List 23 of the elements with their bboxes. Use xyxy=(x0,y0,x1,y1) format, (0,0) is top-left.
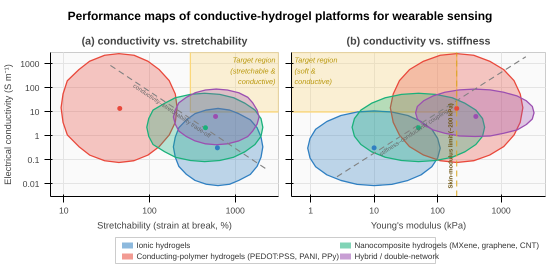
x-tick-label: 1000 xyxy=(491,206,511,216)
y-tick-label: 1 xyxy=(34,130,40,141)
x-tick-label: 1000 xyxy=(226,206,246,216)
y-tick-label: 10 xyxy=(30,106,40,117)
y-tick-label: 1000 xyxy=(20,58,40,69)
chart-subtitle: (a) conductivity vs. stretchability xyxy=(82,36,248,48)
chart-title: Performance maps of conductive-hydrogel platforms for wearable sensing xyxy=(68,8,492,25)
x-tick-label: 100 xyxy=(142,206,157,216)
x-axis-title: Young's modulus (kPa) xyxy=(370,220,466,230)
chart-subtitle: (b) conductivity vs. stiffness xyxy=(346,36,491,48)
legend-label: Nanocomposite hydrogels (MXene, graphene, CNT) xyxy=(354,241,540,250)
y-tick-label: 100 xyxy=(25,82,40,93)
legend-label: Ionic hydrogels xyxy=(136,241,190,250)
y-tick-label: 0.1 xyxy=(27,154,40,165)
x-tick-label: 10 xyxy=(369,206,380,216)
x-tick-label: 1 xyxy=(308,206,314,216)
x-axis-title: Stretchability (strain at break, %) xyxy=(97,220,232,230)
legend-label: Conducting-polymer hydrogels (PEDOT:PSS, PANI, PPy) xyxy=(136,252,340,261)
x-tick-label: 100 xyxy=(430,206,446,216)
y-tick-label: 0.01 xyxy=(22,178,40,189)
x-tick-label: 10 xyxy=(58,206,69,216)
y-axis-title: Electrical conductivity (S m⁻¹) xyxy=(3,64,14,185)
legend-label: Hybrid / double-network xyxy=(354,252,440,261)
